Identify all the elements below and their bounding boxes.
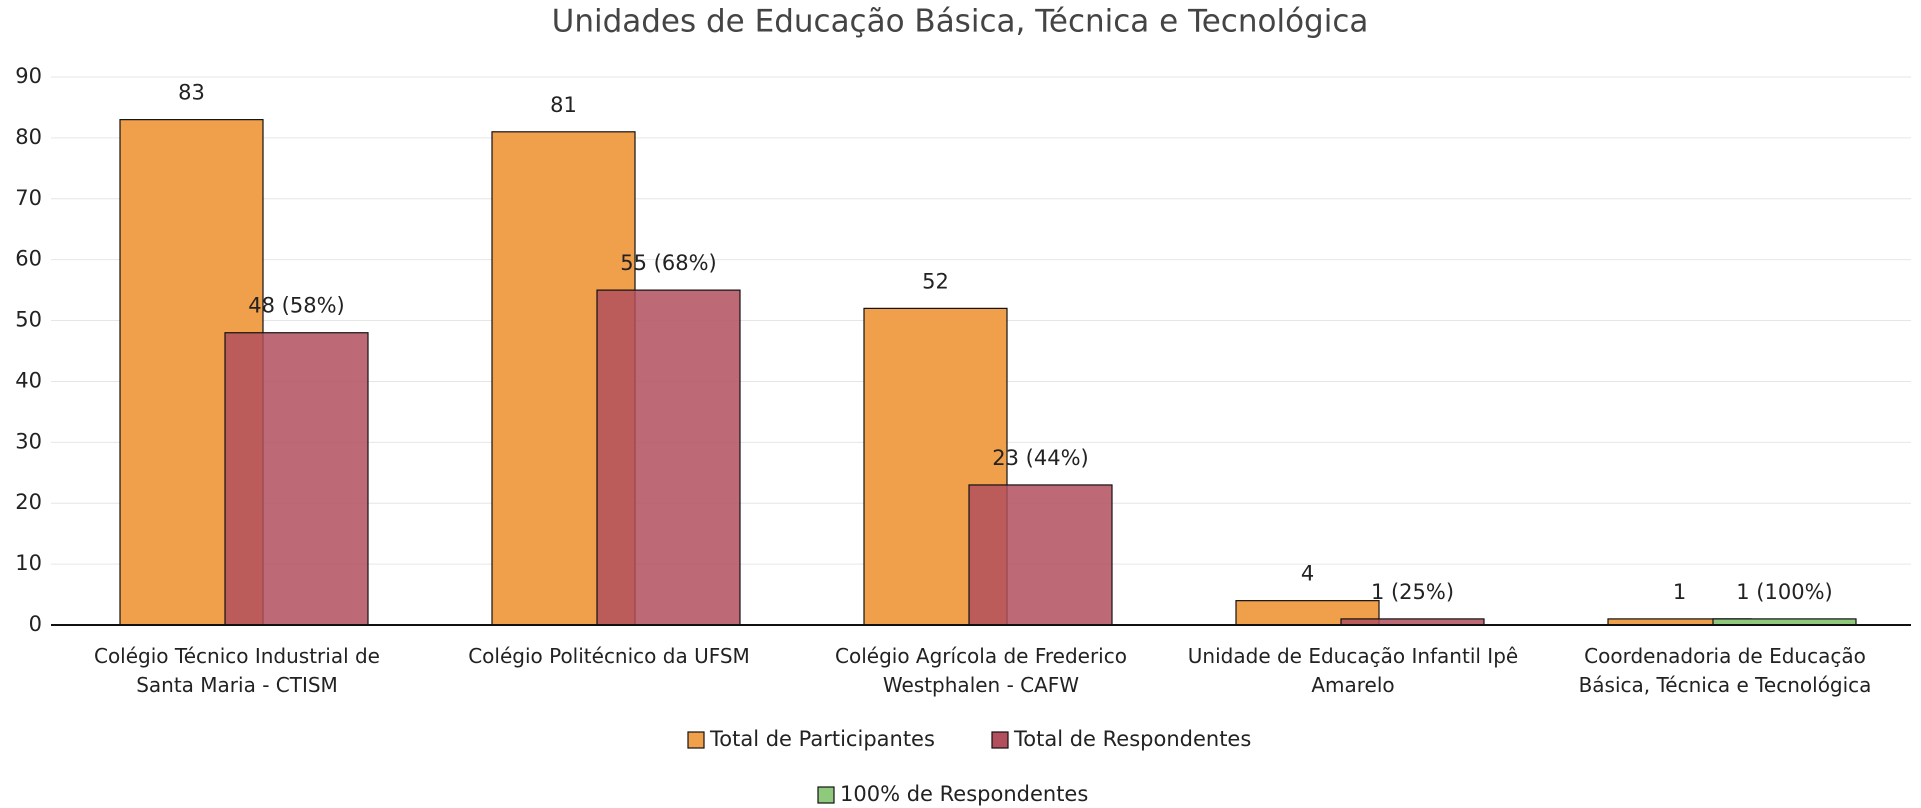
y-tick-label: 0 <box>29 612 42 636</box>
x-tick-label: Colégio Técnico Industrial de Santa Mari… <box>93 644 380 697</box>
y-tick-label: 80 <box>15 125 42 149</box>
y-tick-label: 40 <box>15 368 42 392</box>
data-label: 1 (100%) <box>1736 580 1832 604</box>
data-label: 23 (44%) <box>992 446 1088 470</box>
x-tick-label: Colégio Politécnico da UFSM <box>468 644 750 668</box>
data-label: 81 <box>550 93 577 117</box>
data-label: 1 (25%) <box>1371 580 1454 604</box>
x-tick-label: Colégio Agrícola de Frederico Westphalen… <box>835 644 1127 697</box>
legend-swatch <box>991 731 1009 749</box>
data-label: 55 (68%) <box>620 251 716 275</box>
legend-swatch <box>687 731 705 749</box>
x-tick-label: Unidade de Educação Infantil Ipê Amarelo <box>1187 644 1519 697</box>
x-tick-label: Coordenadoria de Educação Básica, Técnic… <box>1578 644 1872 697</box>
data-label: 1 <box>1673 580 1686 604</box>
bar <box>968 484 1113 626</box>
y-tick-label: 50 <box>15 308 42 332</box>
data-label: 52 <box>922 269 949 293</box>
y-tick-label: 30 <box>15 429 42 453</box>
y-tick-label: 90 <box>15 64 42 88</box>
data-label: 4 <box>1301 562 1314 586</box>
y-tick-label: 60 <box>15 247 42 271</box>
legend-label: Total de Respondentes <box>1013 727 1251 751</box>
y-tick-label: 10 <box>15 551 42 575</box>
chart-title: Unidades de Educação Básica, Técnica e T… <box>552 4 1369 40</box>
data-label: 83 <box>178 81 205 105</box>
legend-swatch <box>817 786 835 804</box>
y-tick-label: 20 <box>15 490 42 514</box>
y-tick-label: 70 <box>15 186 42 210</box>
bar <box>596 289 741 626</box>
legend-label: 100% de Respondentes <box>840 782 1088 806</box>
legend-label: Total de Participantes <box>709 727 935 751</box>
data-label: 48 (58%) <box>248 294 344 318</box>
bar <box>224 332 369 626</box>
